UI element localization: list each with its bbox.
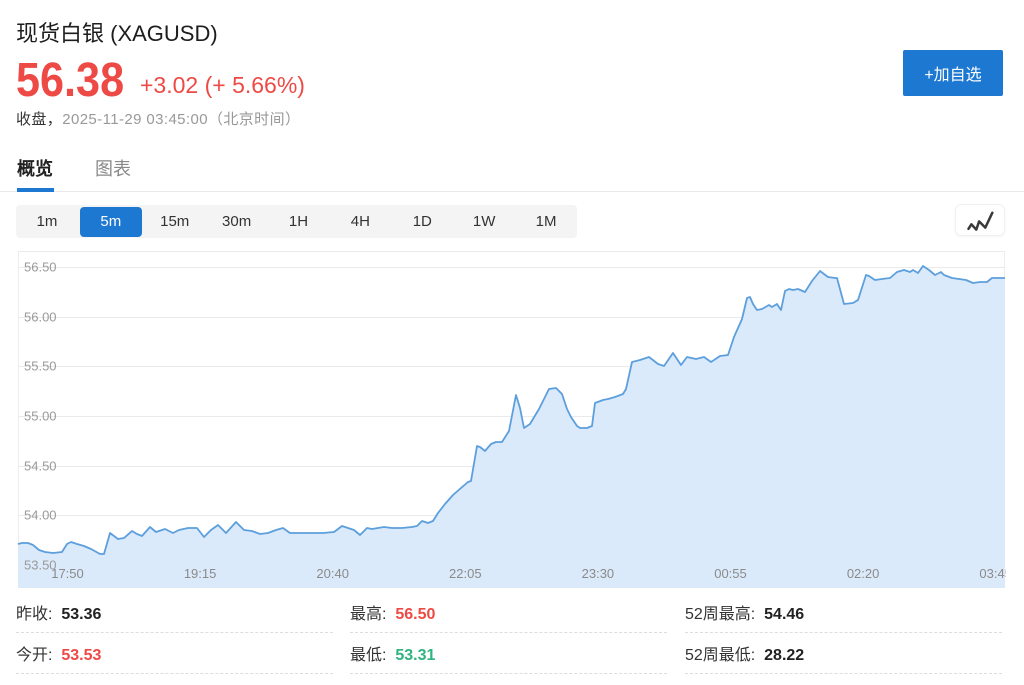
svg-text:20:40: 20:40 [316, 566, 349, 581]
svg-text:02:20: 02:20 [847, 566, 880, 581]
svg-text:23:30: 23:30 [582, 566, 615, 581]
svg-text:56.50: 56.50 [24, 260, 57, 275]
svg-text:55.00: 55.00 [24, 409, 57, 424]
svg-text:17:50: 17:50 [51, 566, 84, 581]
svg-text:00:55: 00:55 [714, 566, 747, 581]
svg-text:53.50: 53.50 [24, 558, 57, 573]
svg-text:03:45: 03:45 [979, 566, 1006, 581]
svg-text:22:05: 22:05 [449, 566, 482, 581]
svg-text:54.50: 54.50 [24, 459, 57, 474]
svg-text:56.00: 56.00 [24, 310, 57, 325]
svg-text:55.50: 55.50 [24, 359, 57, 374]
svg-text:19:15: 19:15 [184, 566, 217, 581]
svg-text:54.00: 54.00 [24, 508, 57, 523]
